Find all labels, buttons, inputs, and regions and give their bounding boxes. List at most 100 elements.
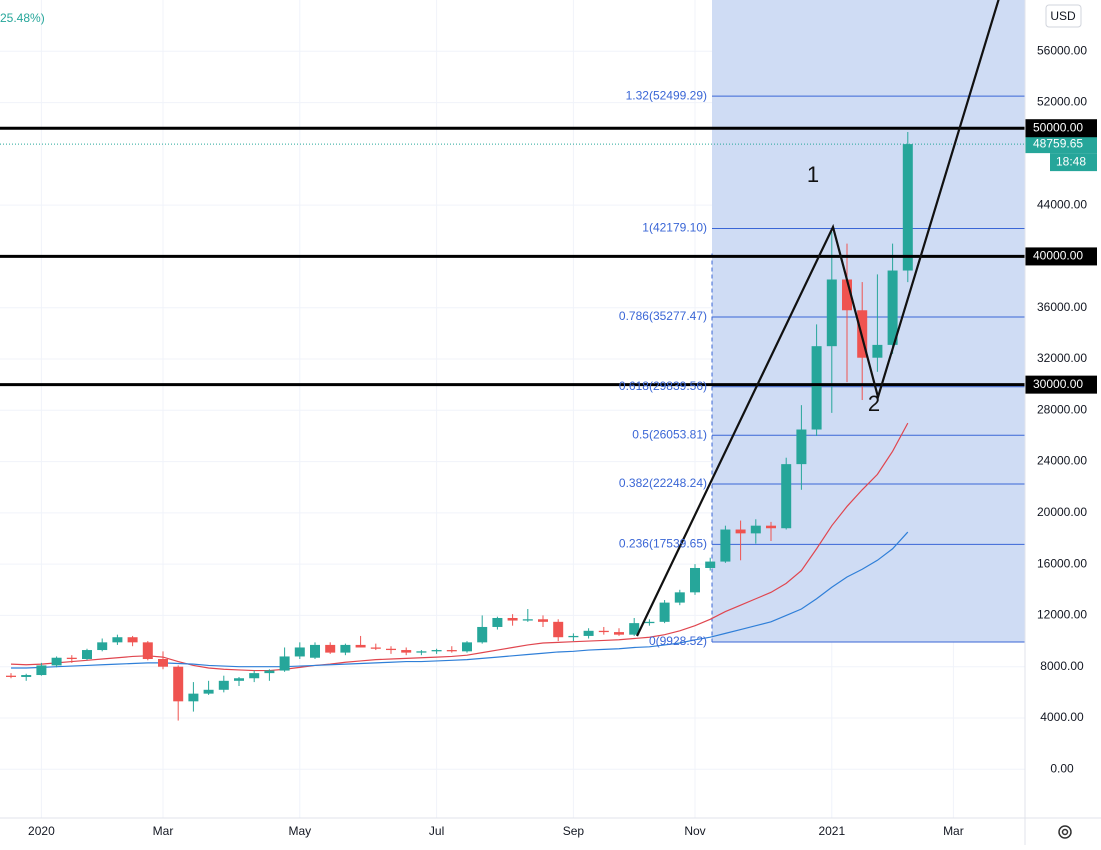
candle-body bbox=[66, 657, 77, 660]
fib-label: 0.236(17539.65) bbox=[619, 537, 707, 551]
last-price-box bbox=[1025, 135, 1097, 154]
header-change: 25.48%) bbox=[0, 11, 45, 25]
fib-label: 0.786(35277.47) bbox=[619, 309, 707, 323]
candle-body bbox=[659, 602, 670, 622]
y-tick-label: 52000.00 bbox=[1037, 95, 1087, 109]
candle-body bbox=[340, 644, 351, 653]
candle-body bbox=[538, 619, 548, 622]
level-box bbox=[1025, 247, 1097, 266]
label-layer: 0.00 4000.00 8000.00 12000.00 16000.00 20000.… bbox=[28, 43, 1097, 838]
candle-body bbox=[492, 617, 503, 627]
candle-body bbox=[629, 623, 640, 635]
fib-label: 0.618(29839.56) bbox=[619, 379, 707, 393]
x-tick-label: Nov bbox=[684, 824, 705, 838]
candle-body bbox=[720, 529, 731, 562]
candle-body bbox=[142, 642, 153, 660]
x-tick-label: 2021 bbox=[818, 824, 845, 838]
fib-label: 0(9928.52) bbox=[649, 634, 707, 648]
y-tick-label: 24000.00 bbox=[1037, 454, 1087, 468]
candle-body bbox=[811, 346, 822, 430]
candle-body bbox=[6, 675, 16, 677]
candle-body bbox=[826, 279, 837, 347]
wave-label: 1 bbox=[807, 162, 819, 187]
candle-body bbox=[82, 650, 92, 660]
candle-body bbox=[705, 561, 716, 568]
candle-body bbox=[203, 689, 214, 694]
fib-area bbox=[712, 0, 1025, 642]
candle-body bbox=[842, 279, 852, 311]
candle-body bbox=[446, 650, 457, 652]
candle-body bbox=[644, 621, 655, 624]
candle-body bbox=[902, 144, 913, 271]
candle-body bbox=[36, 665, 47, 676]
y-tick-label: 32000.00 bbox=[1037, 351, 1087, 365]
x-tick-label: Mar bbox=[943, 824, 964, 838]
candle-body bbox=[279, 656, 290, 671]
fib-label: 1(42179.10) bbox=[642, 221, 707, 235]
currency-box[interactable] bbox=[1045, 4, 1082, 28]
candle-body bbox=[264, 670, 275, 674]
y-tick-label: 28000.00 bbox=[1037, 402, 1087, 416]
level-box bbox=[1025, 375, 1097, 394]
candle-body bbox=[583, 630, 594, 636]
wave-drawing bbox=[636, 0, 1000, 637]
candle-body bbox=[872, 344, 883, 358]
x-tick-label: 2020 bbox=[28, 824, 55, 838]
candle-body bbox=[796, 429, 807, 465]
candle-body bbox=[887, 270, 898, 345]
candle-body bbox=[97, 642, 108, 651]
fib-label: 1.32(52499.29) bbox=[626, 88, 707, 102]
currency-label: USD bbox=[1050, 9, 1076, 23]
y-tick-label: 20000.00 bbox=[1037, 505, 1087, 519]
candle-body bbox=[401, 650, 412, 653]
y-tick-label: 16000.00 bbox=[1037, 556, 1087, 570]
mark-layer bbox=[0, 126, 1025, 721]
fib-label: 0.382(22248.24) bbox=[619, 476, 707, 490]
x-tick-label: Mar bbox=[153, 824, 174, 838]
candle-body bbox=[51, 657, 62, 666]
candle-body bbox=[249, 673, 260, 679]
y-tick-label: 0.00 bbox=[1050, 761, 1074, 775]
x-tick-label: Sep bbox=[563, 824, 585, 838]
candle-body bbox=[127, 637, 138, 643]
countdown-box bbox=[1050, 153, 1097, 172]
candle-body bbox=[386, 648, 396, 651]
y-tick-label: 56000.00 bbox=[1037, 43, 1087, 57]
candle-body bbox=[234, 678, 244, 681]
y-tick-label: 4000.00 bbox=[1040, 710, 1084, 724]
candle-body bbox=[553, 621, 564, 638]
candle-body bbox=[781, 464, 792, 529]
candle-body bbox=[112, 637, 123, 643]
level-box bbox=[1025, 119, 1097, 138]
settings-icon[interactable] bbox=[1058, 825, 1072, 839]
level-label: 30000.00 bbox=[1033, 377, 1083, 391]
candle-body bbox=[188, 693, 199, 702]
candle-body bbox=[522, 619, 533, 621]
candle-body bbox=[218, 680, 229, 690]
candle-body bbox=[507, 617, 518, 621]
y-tick-label: 44000.00 bbox=[1037, 197, 1087, 211]
fib-label: 0.5(26053.81) bbox=[632, 427, 707, 441]
candle-body bbox=[750, 525, 761, 534]
background-layer bbox=[0, 0, 1025, 818]
candle-body bbox=[735, 529, 746, 534]
candle-body bbox=[370, 647, 381, 649]
y-tick-label: 36000.00 bbox=[1037, 300, 1087, 314]
candle-body bbox=[294, 647, 305, 657]
candle-body bbox=[477, 626, 488, 643]
candle-body bbox=[325, 644, 336, 653]
y-tick-label: 12000.00 bbox=[1037, 608, 1087, 622]
wave-label: 2 bbox=[868, 391, 880, 416]
countdown-label: 18:48 bbox=[1056, 154, 1086, 168]
moving-average bbox=[10, 422, 909, 672]
candle-body bbox=[462, 642, 472, 652]
candle-body bbox=[614, 632, 624, 635]
candle-body bbox=[310, 644, 320, 658]
candle-body bbox=[173, 666, 184, 702]
x-tick-label: May bbox=[288, 824, 311, 838]
candle-body bbox=[355, 644, 366, 648]
candle-body bbox=[431, 650, 442, 652]
candle-body bbox=[416, 651, 427, 653]
candle-body bbox=[568, 635, 579, 638]
